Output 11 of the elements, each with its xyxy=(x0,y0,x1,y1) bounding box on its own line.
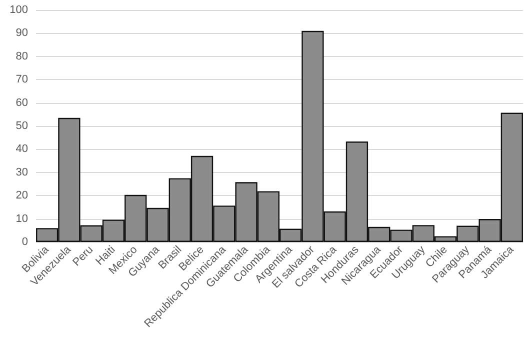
y-tick-label: 40 xyxy=(16,143,28,156)
y-tick-label: 50 xyxy=(16,120,28,132)
y-tick-label: 80 xyxy=(16,50,28,62)
y-tick-label: 30 xyxy=(16,166,28,178)
y-tick-label: 10 xyxy=(16,212,28,225)
y-tick-label: 20 xyxy=(16,190,28,202)
y-tick-label: 0 xyxy=(22,236,28,248)
y-tick-label: 90 xyxy=(16,27,28,40)
y-tick-label: 100 xyxy=(10,4,28,16)
y-tick-label: 70 xyxy=(16,74,28,86)
y-tick-label: 60 xyxy=(16,96,28,109)
